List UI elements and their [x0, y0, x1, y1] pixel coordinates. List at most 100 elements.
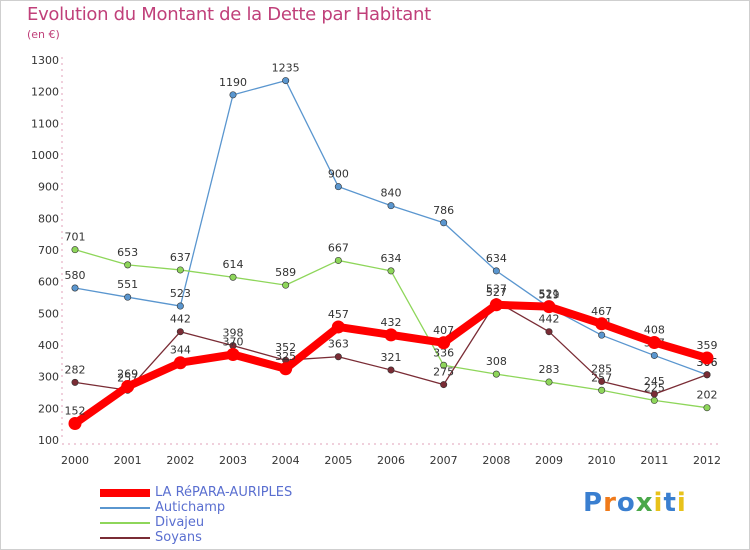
data-point [598, 331, 606, 339]
data-label: 370 [223, 336, 244, 349]
data-point [229, 273, 237, 281]
y-tick-label: 400 [38, 339, 59, 352]
data-point [68, 417, 82, 431]
data-label: 467 [591, 305, 612, 318]
data-label: 701 [65, 231, 86, 244]
legend-label: Divajeu [155, 515, 205, 530]
y-tick-label: 300 [38, 371, 59, 384]
data-label: 637 [170, 251, 191, 264]
data-label: 900 [328, 168, 349, 181]
data-point [71, 284, 79, 292]
data-label: 519 [539, 288, 560, 301]
x-tick-label: 2007 [430, 454, 458, 467]
data-label: 352 [275, 341, 296, 354]
data-point [545, 378, 553, 386]
proxiti-logo: Proxiti [583, 488, 687, 518]
data-label: 537 [486, 283, 507, 296]
data-point [650, 351, 658, 359]
y-tick-label: 900 [38, 181, 59, 194]
data-point [71, 378, 79, 386]
x-tick-label: 2012 [693, 454, 721, 467]
data-label: 152 [65, 405, 86, 418]
data-label: 363 [328, 338, 349, 351]
legend-swatch [100, 536, 150, 539]
data-label: 527 [486, 286, 507, 299]
y-tick-label: 1000 [31, 149, 59, 162]
data-point [650, 390, 658, 398]
y-tick-label: 800 [38, 212, 59, 225]
data-point [595, 317, 609, 331]
data-label: 634 [381, 252, 402, 265]
data-point [121, 379, 135, 393]
data-point [124, 261, 132, 269]
data-point [440, 381, 448, 389]
x-tick-label: 2001 [114, 454, 142, 467]
data-point [282, 281, 290, 289]
legend-swatch [100, 506, 150, 509]
data-label: 667 [328, 241, 349, 254]
data-point [229, 91, 237, 99]
data-point [173, 356, 187, 370]
logo-letter: x [635, 488, 654, 518]
data-point [542, 300, 556, 314]
data-label: 398 [223, 327, 244, 340]
data-label: 634 [486, 252, 507, 265]
data-point [176, 302, 184, 310]
data-point [437, 336, 451, 350]
x-tick-label: 2005 [324, 454, 352, 467]
x-tick-label: 2004 [272, 454, 300, 467]
line-chart: 100 200 300 400 500 600 700 800 900 1000 1100 1200 1… [31, 54, 721, 467]
data-point [700, 351, 714, 365]
data-label: 432 [381, 316, 402, 329]
legend-label: Soyans [155, 530, 202, 545]
data-point [334, 256, 342, 264]
data-point [387, 366, 395, 374]
data-label: 359 [697, 339, 718, 352]
logo-letter: i [653, 488, 664, 518]
chart-subtitle: (en €) [27, 28, 60, 41]
legend-label: Autichamp [155, 500, 226, 515]
data-point [440, 361, 448, 369]
data-point [489, 298, 503, 312]
data-point [492, 267, 500, 275]
data-point [124, 293, 132, 301]
y-tick-label: 500 [38, 307, 59, 320]
data-point [334, 183, 342, 191]
y-tick-label: 700 [38, 244, 59, 257]
logo-letter: i [676, 488, 687, 518]
x-tick-label: 2010 [588, 454, 616, 467]
data-point [176, 328, 184, 336]
data-point [226, 348, 240, 361]
data-point [334, 353, 342, 361]
x-tick-label: 2008 [482, 454, 510, 467]
y-tick-label: 200 [38, 402, 59, 415]
data-label: 225 [644, 381, 665, 394]
y-tick-label: 1100 [31, 117, 59, 130]
logo-letter: r [603, 488, 617, 518]
data-label: 589 [275, 266, 296, 279]
data-point [598, 377, 606, 385]
data-label: 269 [117, 367, 138, 380]
data-point [703, 404, 711, 412]
legend-swatch [100, 488, 150, 497]
data-label: 457 [328, 308, 349, 321]
data-point [545, 328, 553, 336]
data-point [703, 371, 711, 379]
legend-swatch [100, 521, 150, 524]
data-label: 407 [433, 324, 454, 337]
data-label: 1190 [219, 76, 247, 89]
data-label: 551 [117, 278, 138, 291]
data-point [384, 328, 398, 342]
data-label: 245 [644, 375, 665, 388]
data-label: 580 [65, 269, 86, 282]
data-label: 442 [539, 313, 560, 326]
data-label: 523 [170, 287, 191, 300]
y-tick-label: 1300 [31, 54, 59, 67]
chart-title: Evolution du Montant de la Dette par Hab… [27, 4, 431, 25]
data-label: 344 [170, 344, 191, 357]
data-point [71, 246, 79, 254]
data-label: 257 [591, 371, 612, 384]
data-label: 614 [223, 258, 244, 271]
x-tick-label: 2009 [535, 454, 563, 467]
